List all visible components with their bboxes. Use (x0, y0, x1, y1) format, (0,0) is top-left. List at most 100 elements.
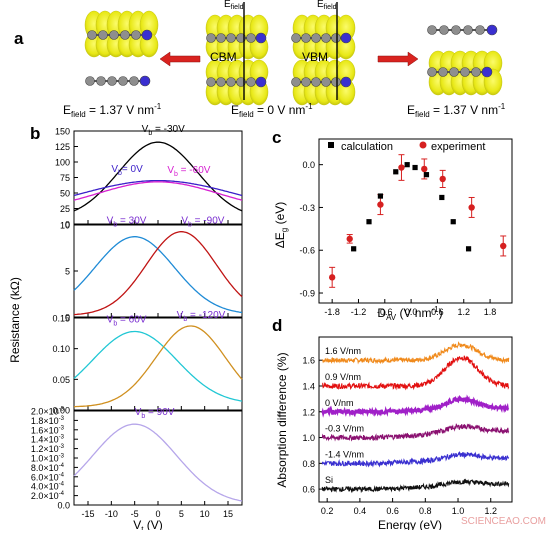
spectrum-line (321, 355, 510, 391)
x-tick-label: 5 (179, 509, 184, 519)
panel-b-xlabel: Vt (V) (133, 518, 163, 530)
spectrum-label: -0.3 V/nm (325, 424, 364, 434)
x-tick-label: 0.0 (405, 307, 418, 317)
x-tick-label: 15 (223, 509, 233, 519)
y-tick-label: 2.0×10-4 (31, 491, 65, 501)
experiment-point (346, 235, 353, 243)
series-line (73, 141, 243, 212)
experiment-point (421, 165, 428, 173)
calculation-point (377, 193, 384, 199)
carbon-atom (236, 33, 246, 43)
panel-b-label: b (30, 124, 40, 143)
y-tick-label: 0.05 (52, 375, 70, 385)
panel-b-ylabel: Resistance (kΩ) (8, 277, 22, 363)
plot-frame (73, 317, 243, 411)
carbon-atom (109, 30, 119, 40)
carbon-atom (216, 77, 226, 87)
efield-mid-caption: Efield = 0 V nm-1 (231, 102, 313, 119)
carbon-atom (471, 67, 481, 77)
carbon-atom (246, 77, 256, 87)
y-tick-label: 1.4 (302, 381, 315, 391)
calculation-point (450, 219, 456, 225)
series-line (74, 325, 243, 408)
carbon-atom (301, 77, 311, 87)
spectrum-line (321, 451, 510, 468)
x-tick-label: -5 (131, 509, 139, 519)
x-tick-label: 0.8 (419, 506, 432, 516)
experiment-point (398, 164, 405, 171)
y-tick-label: 0.0 (57, 501, 70, 511)
carbon-atom (427, 67, 437, 77)
carbon-atom (96, 76, 106, 86)
y-tick-label: 0 (65, 313, 70, 323)
carbon-atom (206, 77, 216, 87)
spectrum-line (321, 341, 510, 365)
y-tick-label: -0.9 (299, 289, 315, 299)
y-tick-label: 1.0 (302, 433, 315, 443)
subplot-0: 0 25 50 75 100 125 150 Vb = -30V Vb= 0V Vb = -60V (55, 124, 243, 230)
series-label: Vb = -90V (181, 215, 224, 228)
carbon-atom (98, 30, 108, 40)
plot-frame (318, 138, 513, 304)
y-tick-label: 1.2×10-3 (31, 444, 65, 454)
vbm-label: VBM (302, 50, 328, 64)
experiment-point (500, 242, 507, 250)
carbon-atom (321, 77, 331, 87)
carbon-atom (463, 25, 473, 35)
carbon-atom (475, 25, 485, 35)
spectrum-label: 1.6 V/nm (325, 346, 361, 356)
series-label: Vb = -60V (167, 165, 210, 178)
nitrogen-atom (486, 24, 498, 36)
carbon-atom (451, 25, 461, 35)
carbon-atom (85, 76, 95, 86)
panel-c: c -1.8 -1.2 -0.6 0.0 0.6 1.2 1.8 0.0 -0.3 -0.6 -0.… (272, 128, 513, 322)
carbon-atom (236, 77, 246, 87)
y-tick-label: 2.0×10-3 (31, 407, 65, 417)
legend-marker-calculation (328, 142, 334, 148)
plot-frame (73, 410, 243, 506)
x-tick-label: 0.4 (354, 506, 367, 516)
y-tick-label: 25 (60, 204, 70, 214)
subplot-2: 0.00 0.05 0.10 0.15 Vb = 60V Vb = -120V (52, 310, 243, 416)
carbon-atom (226, 33, 236, 43)
panel-a-label: a (14, 29, 24, 48)
efield-right-caption: Efield = 1.37 V nm-1 (407, 102, 506, 119)
y-tick-label: 8.0×10-4 (31, 463, 65, 473)
carbon-atom (87, 30, 97, 40)
y-tick-label: 0.10 (52, 344, 70, 354)
y-tick-label: 0.0 (302, 160, 315, 170)
carbon-atom (118, 76, 128, 86)
x-tick-label: 0.6 (431, 307, 444, 317)
panel-a: a Efield Efield CBM VBM Efield = 1.37 V … (14, 0, 506, 119)
y-tick-label: 1.4×10-3 (31, 435, 65, 445)
carbon-atom (131, 30, 141, 40)
x-tick-label: 1.2 (457, 307, 470, 317)
x-tick-label: -0.6 (377, 307, 393, 317)
panel-d-xlabel: Energy (eV) (378, 518, 442, 530)
calculation-point (423, 172, 430, 178)
y-tick-label: 1.6 (302, 356, 315, 366)
y-tick-label: 1.8×10-3 (31, 416, 65, 426)
y-tick-label: 150 (55, 127, 70, 137)
series-line (73, 330, 243, 402)
series-line (73, 181, 243, 201)
y-tick-label: 0.00 (52, 406, 70, 416)
nitrogen-atom (255, 76, 267, 88)
calculation-point (366, 219, 372, 225)
carbon-atom (206, 33, 216, 43)
carbon-atom (301, 33, 311, 43)
legend-marker-experiment (419, 141, 427, 149)
calculation-point (404, 162, 410, 168)
series-label: Vb = 60V (107, 314, 147, 327)
y-tick-label: 0.15 (52, 314, 70, 324)
experiment-point (328, 274, 336, 281)
series-label: Vb = -120V (177, 310, 226, 323)
x-tick-label: 1.0 (452, 506, 465, 516)
series-line (73, 231, 243, 316)
x-tick-label: 0 (155, 509, 160, 519)
carbon-atom (460, 67, 470, 77)
nitrogen-atom (481, 66, 493, 78)
y-tick-label: 0 (65, 220, 70, 230)
